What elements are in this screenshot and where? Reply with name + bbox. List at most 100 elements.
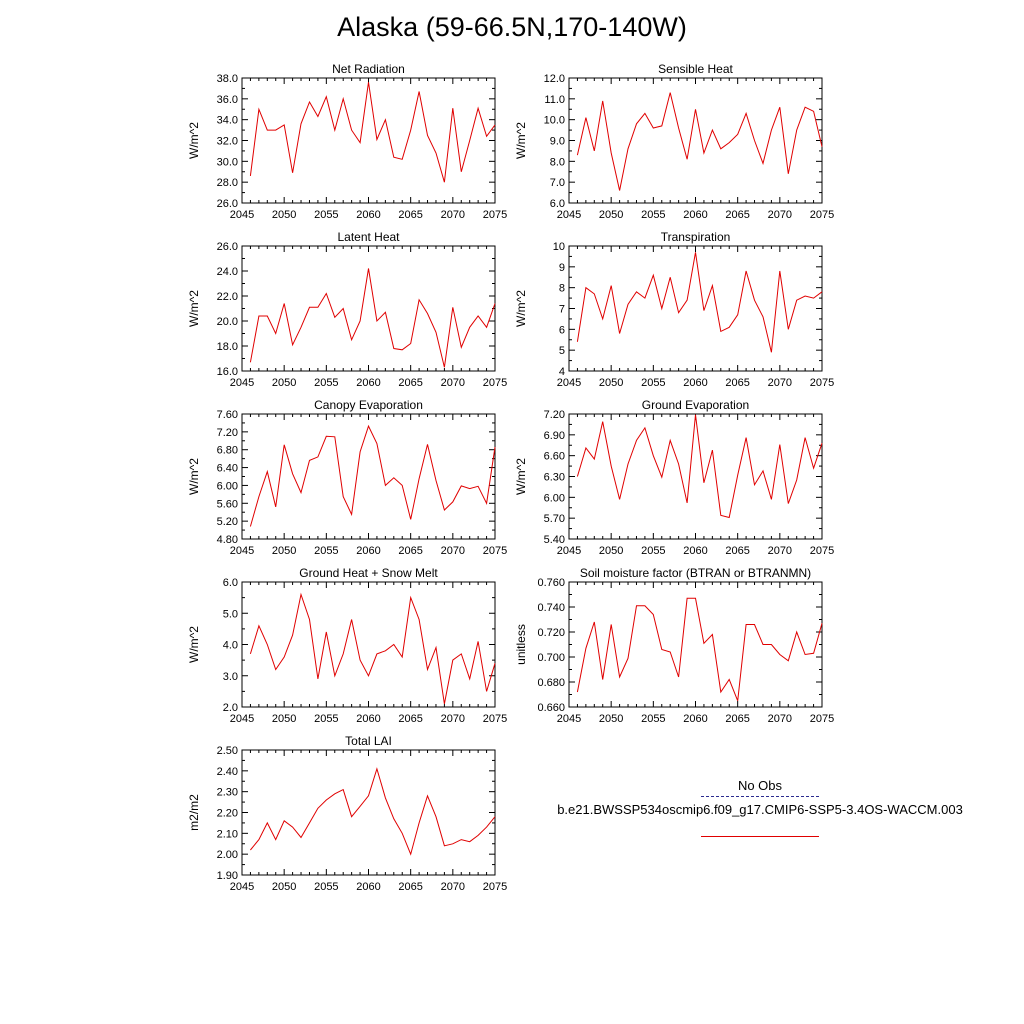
panel-8-xtick-label: 2055 bbox=[641, 713, 665, 725]
panel-8-xtick-label: 2050 bbox=[599, 713, 623, 725]
legend-model-label: b.e21.BWSSP534oscmip6.f09_g17.CMIP6-SSP5… bbox=[557, 802, 963, 817]
panel-2-ytick-label: 7.0 bbox=[550, 177, 565, 189]
panel-3-ytick-label: 22.0 bbox=[217, 291, 238, 303]
panel-8-ytick-label: 0.660 bbox=[537, 702, 565, 714]
panel-7-ylabel: W/m^2 bbox=[187, 626, 201, 663]
panel-9-ytick-label: 2.10 bbox=[217, 828, 238, 840]
panel-7-xtick-label: 2045 bbox=[230, 713, 254, 725]
panel-5-xtick-label: 2050 bbox=[272, 545, 296, 557]
panel-5-xtick-label: 2055 bbox=[314, 545, 338, 557]
panel-6-title: Ground Evaporation bbox=[642, 398, 749, 412]
panel-1-series-line bbox=[249, 82, 496, 183]
panel-6-xtick-label: 2075 bbox=[810, 545, 834, 557]
panel-5-ytick-label: 7.20 bbox=[217, 427, 238, 439]
panel-4-title: Transpiration bbox=[661, 230, 731, 244]
panel-1-xtick-label: 2045 bbox=[230, 209, 254, 221]
panel-4-ytick-label: 4 bbox=[559, 366, 565, 378]
legend-obs-line bbox=[701, 796, 819, 797]
panel-3-xtick-label: 2050 bbox=[272, 377, 296, 389]
panel-8-ylabel: unitless bbox=[514, 624, 528, 665]
panel-4-xtick-label: 2045 bbox=[557, 377, 581, 389]
panel-6-ytick-label: 5.40 bbox=[544, 534, 565, 546]
panel-8-ytick-label: 0.740 bbox=[537, 602, 565, 614]
panel-3-title: Latent Heat bbox=[337, 230, 400, 244]
panel-2-series-line bbox=[576, 92, 823, 191]
panel-4-xtick-label: 2075 bbox=[810, 377, 834, 389]
panel-4-xtick-label: 2070 bbox=[768, 377, 792, 389]
panel-7-xtick-label: 2055 bbox=[314, 713, 338, 725]
panel-1-ylabel: W/m^2 bbox=[187, 122, 201, 159]
panel-6-ytick-label: 5.70 bbox=[544, 513, 565, 525]
panel-6-ytick-label: 6.60 bbox=[544, 451, 565, 463]
panel-9-ytick-label: 2.00 bbox=[217, 849, 238, 861]
panel-5-series-line bbox=[249, 424, 496, 527]
panel-8-xtick-label: 2045 bbox=[557, 713, 581, 725]
panel-6-ytick-label: 7.20 bbox=[544, 409, 565, 421]
panel-4-ytick-label: 10 bbox=[553, 241, 565, 253]
legend-model-line bbox=[701, 836, 819, 837]
panel-3-xtick-label: 2075 bbox=[483, 377, 507, 389]
panel-8-ytick-label: 0.760 bbox=[537, 577, 565, 589]
panel-3-xtick-label: 2065 bbox=[398, 377, 422, 389]
panel-7-xtick-label: 2065 bbox=[398, 713, 422, 725]
panel-2-xtick-label: 2055 bbox=[641, 209, 665, 221]
panel-4-frame bbox=[568, 245, 823, 372]
panel-3-xtick-label: 2055 bbox=[314, 377, 338, 389]
panel-4-ylabel: W/m^2 bbox=[514, 290, 528, 327]
panel-6-xtick-label: 2060 bbox=[683, 545, 707, 557]
panel-2-xtick-label: 2060 bbox=[683, 209, 707, 221]
panel-2-ylabel: W/m^2 bbox=[514, 122, 528, 159]
panel-6-series-line bbox=[576, 414, 823, 519]
panel-9-xtick-label: 2045 bbox=[230, 881, 254, 893]
panel-6-xtick-label: 2050 bbox=[599, 545, 623, 557]
panel-1-ytick-label: 38.0 bbox=[217, 73, 238, 85]
panel-8-ytick-label: 0.720 bbox=[537, 627, 565, 639]
panel-3-xtick-label: 2045 bbox=[230, 377, 254, 389]
panel-1-ytick-label: 26.0 bbox=[217, 198, 238, 210]
panel-8-xtick-label: 2065 bbox=[725, 713, 749, 725]
panel-6-xtick-label: 2070 bbox=[768, 545, 792, 557]
panel-5-xtick-label: 2075 bbox=[483, 545, 507, 557]
panel-9-ytick-label: 1.90 bbox=[217, 870, 238, 882]
panel-1-ytick-label: 32.0 bbox=[217, 136, 238, 148]
panel-9-xtick-label: 2070 bbox=[441, 881, 465, 893]
panel-4-ytick-label: 5 bbox=[559, 345, 565, 357]
panel-1-xtick-label: 2075 bbox=[483, 209, 507, 221]
panel-2-ytick-label: 8.0 bbox=[550, 156, 565, 168]
panel-5-ytick-label: 4.80 bbox=[217, 534, 238, 546]
panel-2-xtick-label: 2065 bbox=[725, 209, 749, 221]
panel-9-xtick-label: 2060 bbox=[356, 881, 380, 893]
panel-3-frame bbox=[241, 245, 496, 372]
panel-9-ytick-label: 2.40 bbox=[217, 766, 238, 778]
panel-5-xtick-label: 2070 bbox=[441, 545, 465, 557]
panel-7-xtick-label: 2050 bbox=[272, 713, 296, 725]
panel-1-xtick-label: 2065 bbox=[398, 209, 422, 221]
panel-6-xtick-label: 2065 bbox=[725, 545, 749, 557]
panel-4-ytick-label: 9 bbox=[559, 262, 565, 274]
panel-4-ytick-label: 7 bbox=[559, 304, 565, 316]
panel-1-xtick-label: 2070 bbox=[441, 209, 465, 221]
panel-4-series-line bbox=[576, 252, 823, 353]
panel-6-xtick-label: 2055 bbox=[641, 545, 665, 557]
panel-7-frame bbox=[241, 581, 496, 708]
panel-4-xtick-label: 2065 bbox=[725, 377, 749, 389]
panel-6-ylabel: W/m^2 bbox=[514, 458, 528, 495]
panel-1-xtick-label: 2055 bbox=[314, 209, 338, 221]
panel-7-ytick-label: 4.0 bbox=[223, 640, 238, 652]
panel-8-series-line bbox=[576, 597, 823, 701]
panel-9-xtick-label: 2075 bbox=[483, 881, 507, 893]
panel-5-xtick-label: 2060 bbox=[356, 545, 380, 557]
panel-5-ytick-label: 6.80 bbox=[217, 445, 238, 457]
panel-9-ylabel: m2/m2 bbox=[187, 794, 201, 831]
panel-1-ytick-label: 34.0 bbox=[217, 115, 238, 127]
panel-3-ytick-label: 16.0 bbox=[217, 366, 238, 378]
panel-6-ytick-label: 6.30 bbox=[544, 472, 565, 484]
panel-5-xtick-label: 2045 bbox=[230, 545, 254, 557]
panel-1-ytick-label: 30.0 bbox=[217, 156, 238, 168]
panel-7-ytick-label: 3.0 bbox=[223, 671, 238, 683]
panel-3-xtick-label: 2060 bbox=[356, 377, 380, 389]
panel-2-ytick-label: 10.0 bbox=[544, 115, 565, 127]
panel-8-xtick-label: 2075 bbox=[810, 713, 834, 725]
panel-9-title: Total LAI bbox=[345, 734, 392, 748]
